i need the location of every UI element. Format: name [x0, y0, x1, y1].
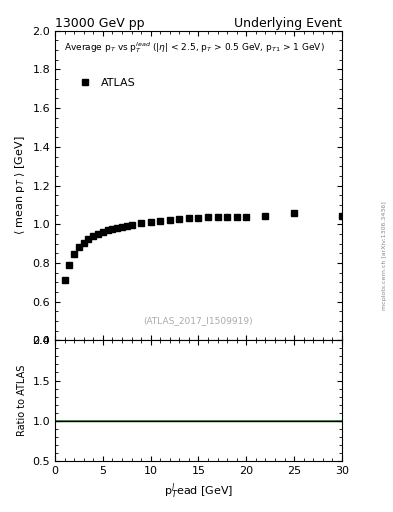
ATLAS: [215, 215, 220, 221]
Bar: [55, 420, 342, 421]
ATLAS: [115, 225, 119, 231]
ATLAS: [105, 227, 110, 233]
ATLAS: [125, 223, 129, 229]
ATLAS: [62, 278, 67, 284]
ATLAS: [67, 262, 72, 268]
ATLAS: [340, 212, 344, 219]
ATLAS: [158, 218, 163, 224]
ATLAS: [139, 220, 143, 226]
ATLAS: [196, 215, 201, 221]
ATLAS: [119, 224, 124, 230]
ATLAS: [96, 230, 101, 237]
ATLAS: [91, 233, 95, 239]
ATLAS: [244, 214, 249, 220]
Text: mcplots.cern.ch [arXiv:1306.3436]: mcplots.cern.ch [arXiv:1306.3436]: [382, 202, 387, 310]
ATLAS: [225, 214, 230, 220]
Legend: ATLAS: ATLAS: [69, 73, 141, 92]
ATLAS: [187, 216, 191, 222]
X-axis label: p$_T^l$ead [GeV]: p$_T^l$ead [GeV]: [164, 481, 233, 501]
ATLAS: [148, 219, 153, 225]
Text: Average p$_T$ vs p$_T^{lead}$ ($|\eta|$ < 2.5, p$_T$ > 0.5 GeV, p$_{T1}$ > 1 GeV: Average p$_T$ vs p$_T^{lead}$ ($|\eta|$ …: [64, 40, 325, 55]
Text: Underlying Event: Underlying Event: [234, 16, 342, 30]
Y-axis label: Ratio to ATLAS: Ratio to ATLAS: [17, 365, 27, 436]
ATLAS: [86, 236, 91, 242]
ATLAS: [110, 226, 115, 232]
ATLAS: [206, 215, 210, 221]
ATLAS: [167, 217, 172, 223]
ATLAS: [101, 228, 105, 234]
Text: (ATLAS_2017_I1509919): (ATLAS_2017_I1509919): [144, 316, 253, 325]
ATLAS: [234, 214, 239, 220]
ATLAS: [177, 217, 182, 223]
ATLAS: [129, 222, 134, 228]
ATLAS: [263, 213, 268, 219]
ATLAS: [72, 251, 77, 258]
Line: ATLAS: ATLAS: [62, 210, 345, 283]
ATLAS: [292, 209, 296, 216]
Text: 13000 GeV pp: 13000 GeV pp: [55, 16, 145, 30]
ATLAS: [81, 240, 86, 246]
Y-axis label: $\langle$ mean p$_T$ $\rangle$ [GeV]: $\langle$ mean p$_T$ $\rangle$ [GeV]: [13, 136, 27, 236]
ATLAS: [77, 244, 81, 250]
